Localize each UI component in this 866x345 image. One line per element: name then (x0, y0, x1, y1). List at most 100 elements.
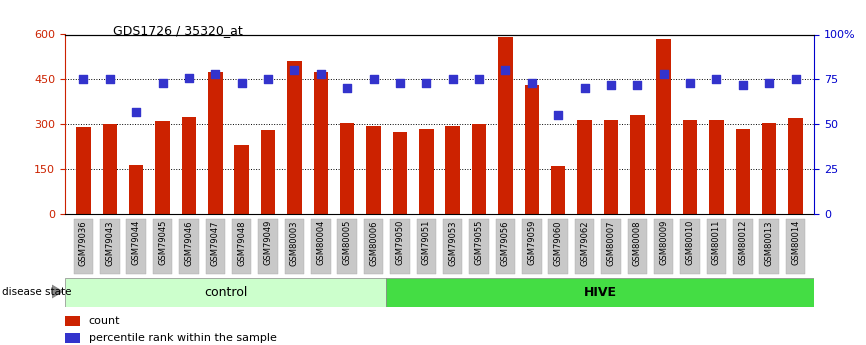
Point (499, 68, 513, 73)
Bar (551, 166, 565, 214)
Polygon shape (52, 285, 62, 298)
FancyBboxPatch shape (386, 278, 814, 307)
Text: GSM79043: GSM79043 (106, 220, 114, 266)
Bar (261, 130, 275, 214)
FancyBboxPatch shape (74, 219, 94, 274)
Bar (656, 39, 671, 214)
FancyBboxPatch shape (391, 219, 410, 274)
FancyBboxPatch shape (654, 219, 674, 274)
FancyBboxPatch shape (522, 219, 541, 274)
Text: GSM79048: GSM79048 (237, 220, 246, 266)
Bar (788, 118, 803, 214)
Point (103, 77, 117, 82)
FancyBboxPatch shape (258, 219, 278, 274)
FancyBboxPatch shape (285, 219, 304, 274)
Point (709, 77, 723, 82)
FancyBboxPatch shape (443, 219, 462, 274)
Bar (709, 120, 724, 214)
Text: GSM79060: GSM79060 (553, 220, 563, 266)
Text: GSM80009: GSM80009 (659, 220, 669, 266)
Point (262, 77, 275, 82)
Point (235, 80, 249, 86)
Bar (735, 129, 750, 214)
Text: GSM79046: GSM79046 (184, 220, 193, 266)
Bar (235, 145, 249, 214)
Point (683, 80, 697, 86)
FancyBboxPatch shape (311, 219, 331, 274)
Text: GSM79049: GSM79049 (263, 220, 273, 266)
Bar (630, 115, 644, 214)
Bar (65, 316, 80, 326)
Bar (288, 61, 301, 214)
FancyBboxPatch shape (785, 219, 805, 274)
Bar (682, 120, 697, 214)
Bar (762, 123, 777, 214)
Point (288, 68, 301, 73)
FancyBboxPatch shape (681, 219, 700, 274)
FancyBboxPatch shape (601, 219, 621, 274)
Bar (525, 85, 539, 214)
FancyBboxPatch shape (205, 219, 225, 274)
Bar (155, 121, 170, 214)
Point (762, 80, 776, 86)
FancyBboxPatch shape (338, 219, 357, 274)
Point (182, 75, 196, 80)
Text: GSM80004: GSM80004 (316, 220, 326, 266)
FancyBboxPatch shape (232, 219, 251, 274)
Point (736, 82, 750, 88)
FancyBboxPatch shape (548, 219, 568, 274)
FancyBboxPatch shape (364, 219, 384, 274)
Point (76, 77, 90, 82)
Text: GSM80011: GSM80011 (712, 220, 721, 266)
Point (129, 109, 143, 115)
Text: GSM80008: GSM80008 (633, 220, 642, 266)
FancyBboxPatch shape (707, 219, 727, 274)
Point (156, 80, 170, 86)
Bar (472, 124, 487, 214)
Text: GSM80010: GSM80010 (686, 220, 695, 266)
Text: GSM80007: GSM80007 (606, 220, 616, 266)
Point (209, 71, 223, 77)
Bar (604, 120, 618, 214)
Bar (419, 129, 434, 214)
Text: GSM79062: GSM79062 (580, 220, 589, 266)
Point (789, 77, 803, 82)
Text: GSM80013: GSM80013 (765, 220, 773, 266)
Point (604, 82, 617, 88)
Point (419, 80, 433, 86)
FancyBboxPatch shape (152, 219, 172, 274)
Bar (366, 126, 381, 214)
Bar (578, 120, 591, 214)
Text: GSM80006: GSM80006 (369, 220, 378, 266)
FancyBboxPatch shape (733, 219, 753, 274)
Text: percentile rank within the sample: percentile rank within the sample (89, 333, 276, 343)
Bar (313, 72, 328, 214)
Point (446, 77, 460, 82)
Point (393, 80, 407, 86)
Bar (208, 72, 223, 214)
Text: GSM80003: GSM80003 (290, 220, 299, 266)
Point (366, 77, 380, 82)
FancyBboxPatch shape (575, 219, 594, 274)
Point (472, 77, 486, 82)
Text: count: count (89, 316, 120, 326)
Text: disease state: disease state (2, 287, 71, 296)
Point (340, 86, 354, 91)
Bar (76, 127, 91, 214)
Bar (129, 165, 144, 214)
Text: GSM79055: GSM79055 (475, 220, 483, 266)
Bar (102, 124, 117, 214)
Text: GSM79045: GSM79045 (158, 220, 167, 266)
Text: GSM79044: GSM79044 (132, 220, 140, 266)
FancyBboxPatch shape (100, 219, 120, 274)
Text: GSM79059: GSM79059 (527, 220, 536, 266)
Text: GSM79047: GSM79047 (210, 220, 220, 266)
FancyBboxPatch shape (417, 219, 436, 274)
Point (578, 86, 591, 91)
FancyBboxPatch shape (179, 219, 198, 274)
Text: GSM79036: GSM79036 (79, 220, 88, 266)
Text: GSM79053: GSM79053 (449, 220, 457, 266)
FancyBboxPatch shape (469, 219, 488, 274)
Text: control: control (204, 286, 247, 299)
Text: GDS1726 / 35320_at: GDS1726 / 35320_at (113, 24, 242, 37)
